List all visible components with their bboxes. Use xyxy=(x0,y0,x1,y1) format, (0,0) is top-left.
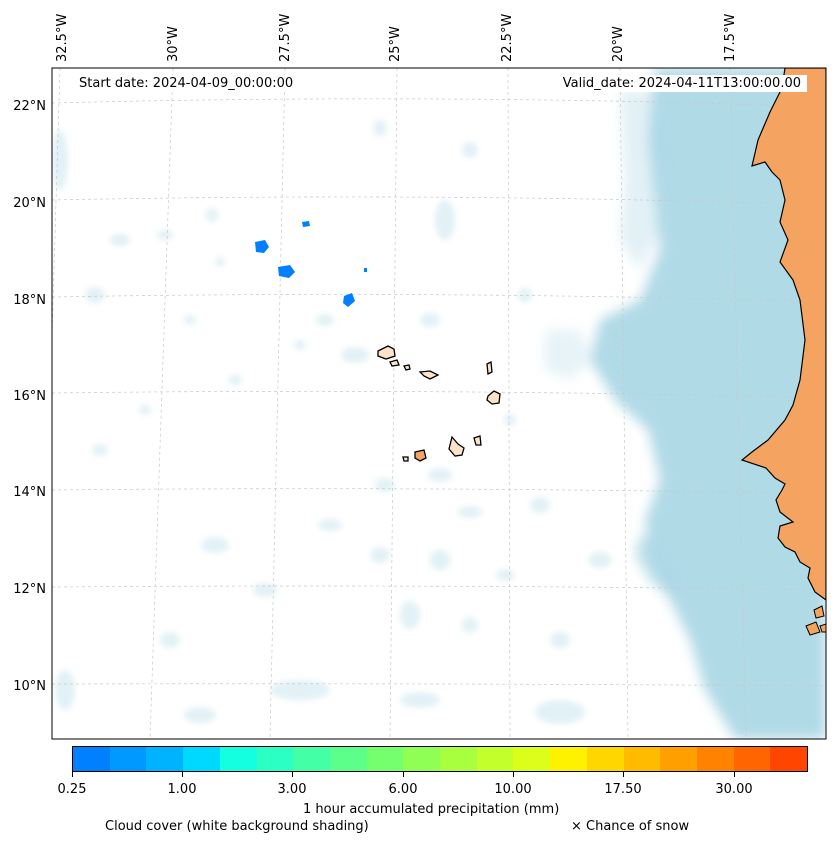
lat-label: 18°N xyxy=(13,293,46,308)
colorbar-swatch xyxy=(550,747,587,771)
colorbar-tick-label: 3.00 xyxy=(277,782,307,797)
colorbar-tick-mark xyxy=(182,772,183,777)
colorbar-swatch xyxy=(219,747,257,771)
colorbar-tick-mark xyxy=(292,772,293,777)
bijagos-islands xyxy=(805,605,826,636)
colorbar-tick-label: 1.00 xyxy=(167,782,197,797)
colorbar-tick-mark xyxy=(623,772,624,777)
start-date-label: Start date: 2024-04-09_00:00:00 xyxy=(73,75,300,92)
colorbar-swatch xyxy=(329,747,367,771)
lat-label: 12°N xyxy=(13,582,46,597)
cape-verde-islands xyxy=(377,345,501,462)
lon-label: 17.5°W xyxy=(723,14,738,62)
colorbar-swatch xyxy=(403,747,441,771)
colorbar-tick-label: 6.00 xyxy=(388,782,418,797)
colorbar-swatch xyxy=(623,747,661,771)
cloud-patches xyxy=(52,120,612,724)
lon-label: 25°W xyxy=(388,26,403,62)
colorbar-swatch xyxy=(256,747,294,771)
colorbar-swatch xyxy=(660,747,697,771)
colorbar-swatch xyxy=(513,747,551,771)
precipitation-cells xyxy=(255,221,367,307)
lon-label: 22.5°W xyxy=(500,14,515,62)
colorbar-swatch xyxy=(733,747,771,771)
colorbar-swatch xyxy=(109,747,147,771)
lat-label: 14°N xyxy=(13,485,46,500)
colorbar-tick-label: 17.50 xyxy=(604,782,642,797)
colorbar-swatch xyxy=(183,747,220,771)
map-frame xyxy=(51,67,827,740)
precip-colorbar xyxy=(72,746,808,772)
colorbar-swatch xyxy=(476,747,514,771)
lat-label: 20°N xyxy=(13,196,46,211)
colorbar-swatch xyxy=(146,747,184,771)
graticule xyxy=(52,68,826,739)
colorbar-tick-label: 10.00 xyxy=(494,782,532,797)
african-coast xyxy=(740,68,826,601)
lon-label: 20°W xyxy=(611,26,626,62)
valid-date-label: Valid_date: 2024-04-11T13:00:00.00 xyxy=(556,75,807,92)
lat-label: 22°N xyxy=(13,99,46,114)
lat-label: 16°N xyxy=(13,389,46,404)
colorbar-label: 1 hour accumulated precipitation (mm) xyxy=(303,802,560,817)
lon-label: 32.5°W xyxy=(55,14,70,62)
colorbar-swatch xyxy=(586,747,624,771)
colorbar-tick-mark xyxy=(72,772,73,777)
colorbar-tick-label: 30.00 xyxy=(715,782,753,797)
colorbar-swatch xyxy=(293,747,330,771)
colorbar-tick-mark xyxy=(403,772,404,777)
colorbar-tick-mark xyxy=(734,772,735,777)
lon-label: 30°W xyxy=(166,26,181,62)
colorbar-swatch xyxy=(770,747,808,771)
lat-labels: 22°N 20°N 18°N 16°N 14°N 12°N 10°N xyxy=(13,99,46,694)
snow-chance-note: × Chance of snow xyxy=(571,819,690,834)
lon-labels: 32.5°W 30°W 27.5°W 25°W 22.5°W 20°W 17.5… xyxy=(55,14,738,62)
colorbar-tick-label: 0.25 xyxy=(57,782,87,797)
cloud-cover-note: Cloud cover (white background shading) xyxy=(105,819,369,834)
colorbar-tick-mark xyxy=(513,772,514,777)
lat-label: 10°N xyxy=(13,679,46,694)
cloud-cover xyxy=(545,68,826,739)
lon-label: 27.5°W xyxy=(278,14,293,62)
colorbar-swatch xyxy=(73,747,110,771)
colorbar-swatch xyxy=(440,747,477,771)
colorbar-swatch xyxy=(696,747,734,771)
colorbar-swatch xyxy=(366,747,404,771)
